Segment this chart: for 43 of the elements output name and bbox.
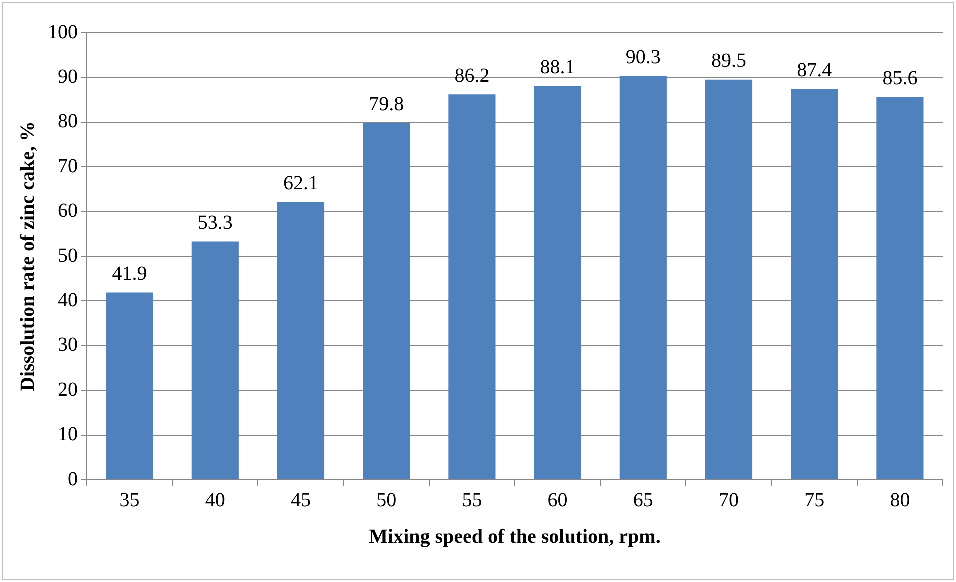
data-label: 79.8 — [369, 94, 404, 116]
bar — [791, 89, 838, 480]
x-tick-label: 40 — [205, 489, 226, 512]
y-tick-label: 30 — [58, 334, 78, 356]
y-tick-label: 100 — [48, 21, 78, 44]
y-axis-title: Dissolution rate of zinc cake, % — [17, 122, 40, 392]
x-tick-label: 45 — [291, 489, 311, 512]
data-label: 87.4 — [797, 60, 832, 82]
y-tick-label: 20 — [58, 378, 78, 401]
data-label: 89.5 — [712, 50, 746, 72]
bar — [620, 76, 667, 480]
data-label: 88.1 — [540, 56, 576, 78]
data-label: 90.3 — [626, 46, 661, 69]
y-tick-label: 70 — [58, 155, 78, 178]
y-tick-label: 10 — [58, 424, 78, 446]
bar — [363, 123, 410, 480]
x-axis-title: Mixing speed of the solution, rpm. — [369, 526, 661, 548]
y-tick-label: 80 — [58, 110, 78, 133]
bar — [277, 202, 325, 480]
x-tick-label: 75 — [804, 489, 825, 512]
bar — [705, 80, 753, 480]
x-tick-label: 55 — [462, 489, 482, 512]
bar — [448, 94, 496, 480]
x-tick-label: 60 — [548, 489, 568, 512]
data-label: 85.6 — [882, 68, 918, 90]
data-label: 53.3 — [198, 212, 233, 234]
y-tick-label: 50 — [58, 244, 78, 267]
x-tick-label: 65 — [633, 489, 654, 512]
x-tick-label: 50 — [376, 489, 397, 512]
bar — [876, 97, 924, 480]
y-tick-label: 40 — [58, 289, 78, 312]
data-label: 86.2 — [454, 64, 490, 87]
x-tick-label: 35 — [120, 489, 140, 512]
y-tick-label: 90 — [58, 66, 78, 88]
y-tick-label: 60 — [58, 200, 78, 222]
data-label: 62.1 — [284, 172, 318, 195]
bar — [106, 292, 154, 480]
x-tick-label: 80 — [890, 489, 910, 512]
x-tick-label: 70 — [719, 489, 739, 512]
y-tick-label: 0 — [68, 468, 78, 490]
bar — [534, 86, 582, 480]
bar — [192, 242, 239, 480]
data-label: 41.9 — [112, 262, 148, 285]
